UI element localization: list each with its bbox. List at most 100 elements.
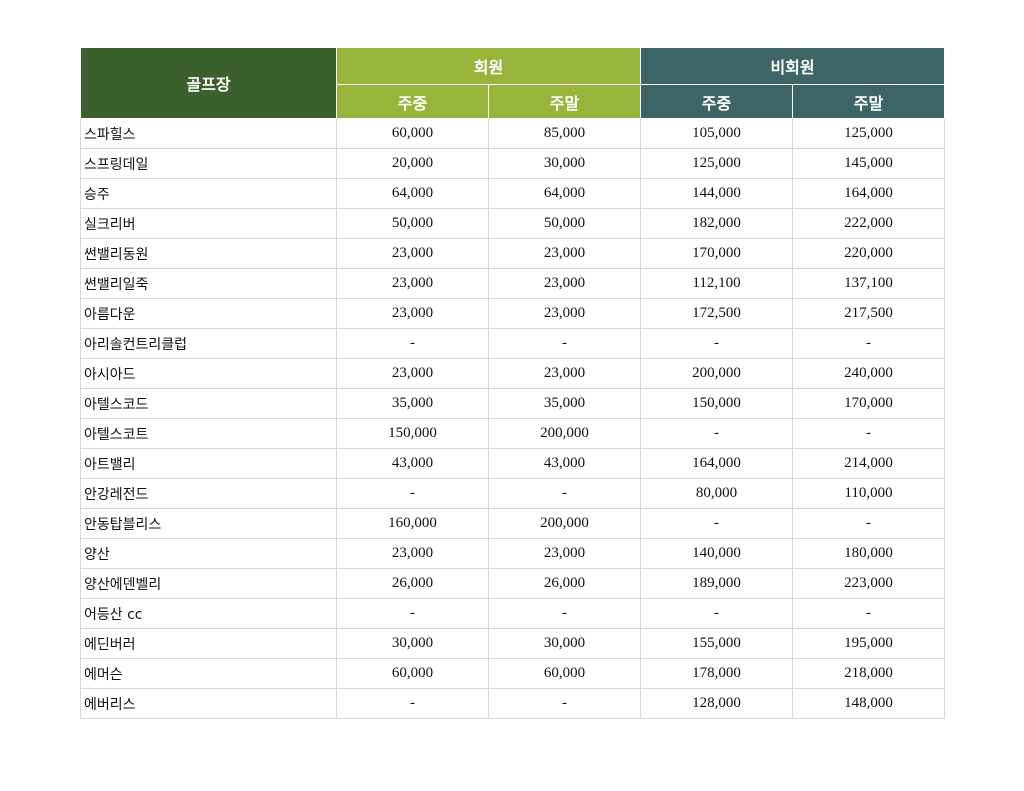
member-weekday-cell: 160,000 (336, 508, 489, 539)
course-name-cell: 양산에덴벨리 (80, 568, 337, 599)
nonmember-weekday-cell: 150,000 (640, 388, 794, 419)
nonmember-weekend-cell: 220,000 (792, 238, 946, 269)
course-name-cell: 양산 (80, 538, 337, 569)
course-name-cell: 어등산 cc (80, 598, 337, 629)
nonmember-weekend-cell: 223,000 (792, 568, 946, 599)
nonmember-weekday-cell: 172,500 (640, 298, 794, 329)
table-header: 골프장 회원 비회원 주중 주말 주중 주말 (80, 47, 946, 119)
table-body: 스파힐스 60,000 85,000 105,000 125,000 스프링데일 20,00… (80, 118, 946, 719)
member-weekend-cell: 85,000 (487, 118, 642, 149)
nonmember-weekend-cell: 170,000 (792, 388, 946, 419)
member-weekend-cell: 23,000 (487, 268, 642, 299)
course-name-cell: 실크리버 (80, 208, 337, 239)
nonmember-weekday-cell: - (640, 418, 794, 449)
nonmember-weekend-cell: 110,000 (792, 478, 946, 509)
nonmember-weekday-cell: 144,000 (640, 178, 794, 209)
table-row: 안강레전드 - -80,000 110,000 (80, 478, 946, 509)
member-weekday-cell: - (336, 598, 489, 629)
member-weekend-cell: - (487, 688, 642, 719)
member-weekend-cell: 200,000 (487, 418, 642, 449)
table-row: 승주 64,000 64,000 144,000 164,000 (80, 178, 946, 209)
nonmember-weekday-cell: 112,100 (640, 268, 794, 299)
nonmember-weekend-cell: 195,000 (792, 628, 946, 659)
table-row: 양산에덴벨리 26,000 26,000 189,000 223,000 (80, 568, 946, 599)
header-course: 골프장 (80, 47, 337, 119)
member-weekday-cell: - (336, 328, 489, 359)
member-weekday-cell: 64,000 (336, 178, 489, 209)
table-row: 실크리버 50,000 50,000 182,000 222,000 (80, 208, 946, 239)
nonmember-weekend-cell: 164,000 (792, 178, 946, 209)
nonmember-weekday-cell: 189,000 (640, 568, 794, 599)
course-name-cell: 아리솔컨트리클럽 (80, 328, 337, 359)
nonmember-weekday-cell: 105,000 (640, 118, 794, 149)
member-weekend-cell: 26,000 (487, 568, 642, 599)
header-row-days: 주중 주말 주중 주말 (81, 84, 946, 119)
header-nonmember: 비회원 (640, 47, 946, 85)
nonmember-weekday-cell: 80,000 (640, 478, 794, 509)
table-row: 아시아드 23,000 23,000 200,000 240,000 (80, 358, 946, 389)
nonmember-weekend-cell: 180,000 (792, 538, 946, 569)
course-name-cell: 썬밸리동원 (80, 238, 337, 269)
header-member: 회원 (335, 47, 642, 85)
member-weekday-cell: 60,000 (336, 118, 489, 149)
member-weekend-cell: 50,000 (487, 208, 642, 239)
nonmember-weekend-cell: 137,100 (792, 268, 946, 299)
member-weekend-cell: 60,000 (487, 658, 642, 689)
nonmember-weekend-cell: 148,000 (792, 688, 946, 719)
table-row: 안동탑블리스 160,000 200,000- - (80, 508, 946, 539)
member-weekday-cell: 23,000 (336, 538, 489, 569)
header-nonmember-weekday: 주중 (640, 84, 794, 119)
nonmember-weekend-cell: 222,000 (792, 208, 946, 239)
header-row-groups: 골프장 회원 비회원 (80, 47, 946, 119)
member-weekend-cell: - (487, 598, 642, 629)
member-weekday-cell: - (336, 478, 489, 509)
nonmember-weekday-cell: - (640, 598, 794, 629)
table-row: 아트밸리 43,000 43,000 164,000 214,000 (80, 448, 946, 479)
course-name-cell: 썬밸리일죽 (80, 268, 337, 299)
table-row: 양산 23,000 23,000 140,000 180,000 (80, 538, 946, 569)
nonmember-weekday-cell: 178,000 (640, 658, 794, 689)
member-weekend-cell: 43,000 (487, 448, 642, 479)
nonmember-weekday-cell: 125,000 (640, 148, 794, 179)
course-name-cell: 승주 (80, 178, 337, 209)
member-weekend-cell: - (487, 478, 642, 509)
nonmember-weekend-cell: - (792, 598, 946, 629)
table-row: 스프링데일 20,000 30,000 125,000 145,000 (80, 148, 946, 179)
table-row: 아텔스코트 150,000 200,000- - (80, 418, 946, 449)
nonmember-weekend-cell: 217,500 (792, 298, 946, 329)
nonmember-weekday-cell: 200,000 (640, 358, 794, 389)
table-row: 썬밸리동원 23,000 23,000 170,000 220,000 (80, 238, 946, 269)
member-weekend-cell: 23,000 (487, 358, 642, 389)
header-member-weekday: 주중 (336, 84, 489, 119)
nonmember-weekday-cell: - (640, 328, 794, 359)
nonmember-weekend-cell: 240,000 (792, 358, 946, 389)
table-row: 아텔스코드 35,000 35,000 150,000 170,000 (80, 388, 946, 419)
member-weekday-cell: 35,000 (336, 388, 489, 419)
member-weekday-cell: 26,000 (336, 568, 489, 599)
course-name-cell: 아텔스코트 (80, 418, 337, 449)
member-weekend-cell: 35,000 (487, 388, 642, 419)
member-weekend-cell: 23,000 (487, 538, 642, 569)
table-row: 스파힐스 60,000 85,000 105,000 125,000 (80, 118, 946, 149)
nonmember-weekday-cell: 128,000 (640, 688, 794, 719)
member-weekend-cell: 30,000 (487, 628, 642, 659)
nonmember-weekday-cell: 170,000 (640, 238, 794, 269)
course-name-cell: 안강레전드 (80, 478, 337, 509)
member-weekend-cell: 30,000 (487, 148, 642, 179)
course-name-cell: 에딘버러 (80, 628, 337, 659)
member-weekend-cell: 200,000 (487, 508, 642, 539)
course-name-cell: 안동탑블리스 (80, 508, 337, 539)
member-weekday-cell: 23,000 (336, 298, 489, 329)
member-weekday-cell: 20,000 (336, 148, 489, 179)
member-weekday-cell: 23,000 (336, 268, 489, 299)
nonmember-weekday-cell: - (640, 508, 794, 539)
table-row: 썬밸리일죽 23,000 23,000 112,100 137,100 (80, 268, 946, 299)
member-weekday-cell: 150,000 (336, 418, 489, 449)
nonmember-weekend-cell: - (792, 328, 946, 359)
member-weekday-cell: 30,000 (336, 628, 489, 659)
course-name-cell: 에머슨 (80, 658, 337, 689)
header-nonmember-weekend: 주말 (792, 84, 946, 119)
table-row: 에버리스 - -128,000 148,000 (80, 688, 946, 719)
course-name-cell: 아트밸리 (80, 448, 337, 479)
